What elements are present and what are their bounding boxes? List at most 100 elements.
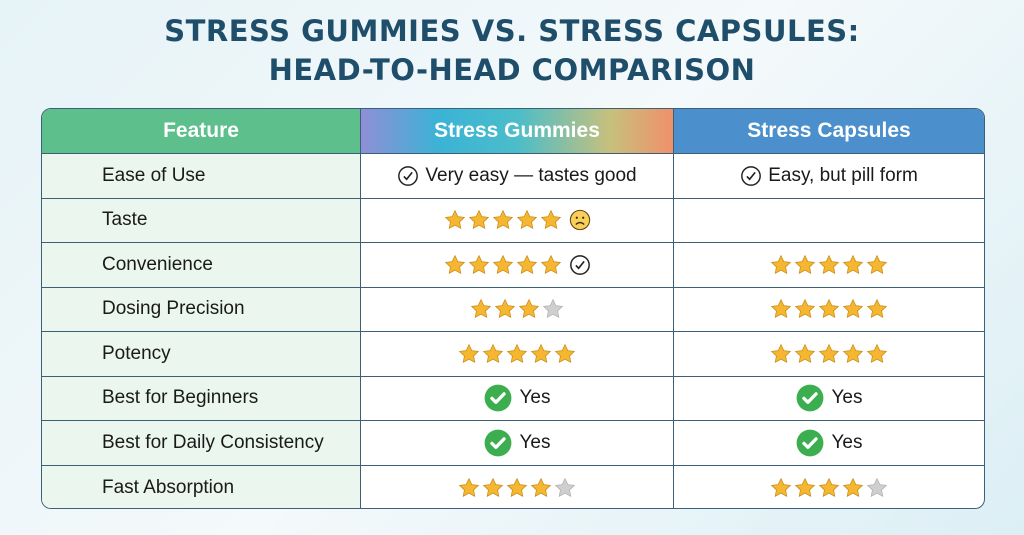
- cell-text: Very easy — tastes good: [425, 164, 637, 186]
- table-row: Fast Absorption: [42, 465, 984, 509]
- feature-label: Potency: [102, 342, 171, 364]
- green-check-icon: [484, 384, 511, 412]
- gummies-cell: [361, 465, 674, 508]
- yes-text: Yes: [831, 387, 863, 409]
- star-filled-icon: [516, 254, 538, 274]
- star-empty-icon: [866, 477, 888, 497]
- table-row: Dosing Precision: [42, 287, 984, 332]
- table-row: Best for Daily Consistency Yes Yes: [42, 421, 984, 466]
- feature-cell: Best for Daily Consistency: [42, 421, 361, 465]
- star-filled-icon: [794, 477, 816, 497]
- star-filled-icon: [444, 210, 466, 230]
- table-row: Ease of Use Very easy — tastes good Easy, …: [42, 154, 984, 199]
- capsules-cell: Yes: [674, 377, 984, 421]
- star-filled-icon: [818, 343, 840, 363]
- star-filled-icon: [506, 477, 528, 497]
- star-filled-icon: [540, 210, 562, 230]
- star-filled-icon: [530, 477, 552, 497]
- yes-text: Yes: [519, 387, 551, 409]
- check-outline-icon: [741, 165, 762, 186]
- table-row: Potency: [42, 332, 984, 377]
- feature-label: Best for Daily Consistency: [102, 431, 324, 453]
- star-filled-icon: [770, 299, 792, 319]
- star-filled-icon: [518, 299, 540, 319]
- frown-face-icon: [569, 210, 591, 231]
- star-filled-icon: [842, 477, 864, 497]
- star-filled-icon: [540, 254, 562, 274]
- capsules-cell: [674, 243, 984, 287]
- title-line-1: STRESS GUMMIES VS. STRESS CAPSULES:: [164, 14, 860, 48]
- star-rating: [469, 298, 565, 320]
- yes-value: Yes: [484, 384, 551, 412]
- star-rating: [443, 254, 591, 276]
- green-check-icon: [796, 384, 823, 412]
- star-filled-icon: [458, 477, 480, 497]
- star-filled-icon: [770, 477, 792, 497]
- header-capsules: Stress Capsules: [674, 109, 984, 153]
- star-filled-icon: [770, 343, 792, 363]
- star-filled-icon: [794, 254, 816, 274]
- star-filled-icon: [866, 254, 888, 274]
- star-filled-icon: [866, 299, 888, 319]
- star-rating: [769, 254, 889, 276]
- gummies-cell: [361, 332, 674, 376]
- green-check-icon: [796, 429, 823, 457]
- star-filled-icon: [554, 343, 576, 363]
- star-filled-icon: [770, 254, 792, 274]
- star-rating: [769, 298, 889, 320]
- star-filled-icon: [494, 299, 516, 319]
- feature-label: Fast Absorption: [102, 476, 235, 498]
- gummies-cell: Yes: [361, 421, 674, 465]
- capsules-cell: [674, 466, 984, 509]
- star-filled-icon: [818, 477, 840, 497]
- star-filled-icon: [492, 254, 514, 274]
- yes-text: Yes: [519, 431, 551, 453]
- star-filled-icon: [842, 343, 864, 363]
- gummies-cell: Very easy — tastes good: [361, 154, 674, 198]
- check-outline-icon: [570, 254, 590, 275]
- gummies-cell: Yes: [361, 376, 674, 420]
- star-filled-icon: [506, 343, 528, 363]
- star-rating: [769, 343, 889, 365]
- star-filled-icon: [492, 210, 514, 230]
- header-gummies: Stress Gummies: [361, 109, 674, 153]
- star-filled-icon: [842, 254, 864, 274]
- feature-cell: Fast Absorption: [42, 465, 361, 508]
- star-filled-icon: [818, 299, 840, 319]
- feature-cell: Taste: [42, 198, 361, 242]
- yes-text: Yes: [831, 431, 863, 453]
- page-title: STRESS GUMMIES VS. STRESS CAPSULES: HEAD…: [0, 12, 1024, 90]
- star-rating: [769, 477, 889, 499]
- feature-label: Dosing Precision: [102, 298, 245, 320]
- text-value: Easy, but pill form: [740, 165, 918, 187]
- green-check-icon: [484, 429, 511, 457]
- star-filled-icon: [842, 299, 864, 319]
- star-filled-icon: [516, 210, 538, 230]
- star-filled-icon: [794, 299, 816, 319]
- star-rating: [457, 343, 577, 365]
- gummies-cell: [361, 243, 674, 287]
- star-rating: [457, 477, 577, 499]
- star-filled-icon: [458, 343, 480, 363]
- star-filled-icon: [470, 299, 492, 319]
- feature-label: Ease of Use: [102, 164, 206, 186]
- feature-cell: Dosing Precision: [42, 287, 361, 331]
- header-row: Feature Stress Gummies Stress Capsules: [42, 109, 984, 154]
- star-filled-icon: [444, 254, 466, 274]
- header-feature: Feature: [42, 109, 361, 153]
- text-value: Very easy — tastes good: [397, 164, 637, 187]
- feature-label: Taste: [102, 209, 148, 231]
- comparison-table: Feature Stress Gummies Stress Capsules E…: [41, 108, 985, 509]
- yes-value: Yes: [796, 429, 863, 457]
- title-line-2: HEAD-TO-HEAD COMPARISON: [268, 53, 756, 87]
- check-outline-icon: [398, 165, 419, 186]
- feature-cell: Convenience: [42, 243, 361, 287]
- star-filled-icon: [794, 343, 816, 363]
- capsules-cell: Easy, but pill form: [674, 154, 984, 198]
- cell-text: Easy, but pill form: [768, 164, 918, 186]
- feature-label: Best for Beginners: [102, 387, 259, 409]
- star-filled-icon: [482, 343, 504, 363]
- star-filled-icon: [530, 343, 552, 363]
- star-rating: [443, 209, 591, 231]
- star-filled-icon: [818, 254, 840, 274]
